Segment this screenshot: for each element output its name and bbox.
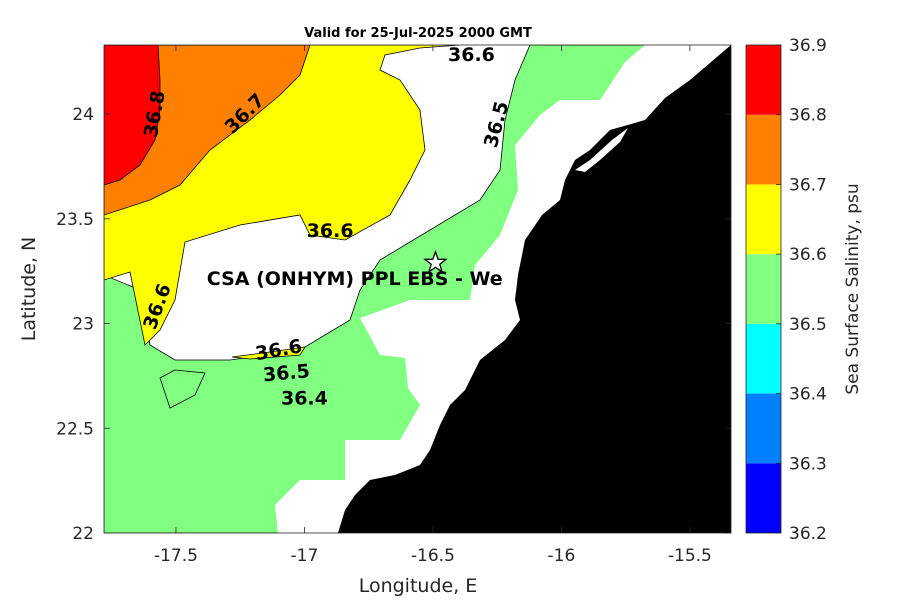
colorbar-frame	[745, 44, 782, 534]
band-36.8-36.9	[104, 45, 161, 186]
contour-label: 36.6	[307, 220, 354, 242]
colorbar-tick-label: 36.9	[789, 36, 827, 56]
colorbar-tick-label: 36.3	[789, 454, 827, 474]
colorbar-tick-label: 36.6	[789, 245, 827, 265]
x-axis-ticks: -17.5 -17 -16.5 -16 -15.5	[154, 45, 712, 566]
contour-label: 36.5	[262, 360, 311, 386]
coastal-island	[575, 128, 628, 172]
band-36.6-36.7-sliver	[231, 346, 306, 360]
y-tick-label: 22	[72, 524, 94, 544]
colorbar-segment	[746, 114, 781, 185]
contour-label: 36.6	[448, 44, 495, 66]
y-tick-label: 24	[72, 105, 94, 125]
colorbar-segment	[746, 254, 781, 324]
y-tick-label: 23	[72, 315, 94, 335]
x-tick-label: -15.5	[668, 546, 712, 566]
site-label: CSA (ONHYM) PPL EBS - We	[207, 268, 503, 290]
y-axis-label: Latitude, N	[18, 237, 40, 342]
x-tick-label: -16.5	[411, 546, 455, 566]
colorbar-segment	[746, 184, 781, 255]
site-star-marker	[423, 249, 448, 274]
band-36.5-36.6-patch	[159, 369, 206, 409]
plot-area: CSA (ONHYM) PPL EBS - We 36.8 36.736.636.…	[104, 44, 731, 533]
colorbar: 36.2 36.3 36.4 36.5 36.6 36.7 36.8 36.9	[745, 36, 827, 544]
colorbar-segment	[746, 393, 781, 464]
colorbar-segment	[746, 463, 781, 533]
colorbar-tick-label: 36.7	[789, 175, 827, 195]
y-axis-ticks: 22 22.5 23 23.5 24	[56, 105, 731, 544]
x-tick-label: -17	[291, 546, 319, 566]
colorbar-tick-label: 36.2	[789, 524, 827, 544]
x-tick-label: -16	[548, 546, 576, 566]
contour-label: 36.4	[281, 387, 328, 409]
colorbar-label: Sea Surface Salinity, psu	[843, 183, 863, 394]
colorbar-segment	[746, 45, 781, 115]
colorbar-segment	[746, 323, 781, 394]
x-tick-label: -17.5	[154, 546, 198, 566]
x-axis-label: Longitude, E	[359, 575, 478, 597]
plot-frame	[103, 44, 732, 534]
chart-title: Valid for 25-Jul-2025 2000 GMT	[304, 26, 532, 41]
colorbar-tick-label: 36.8	[789, 106, 827, 126]
colorbar-tick-label: 36.4	[789, 385, 827, 405]
y-tick-label: 23.5	[56, 210, 94, 230]
land-mass	[338, 45, 731, 533]
y-tick-label: 22.5	[56, 419, 94, 439]
colorbar-tick-label: 36.5	[789, 315, 827, 335]
